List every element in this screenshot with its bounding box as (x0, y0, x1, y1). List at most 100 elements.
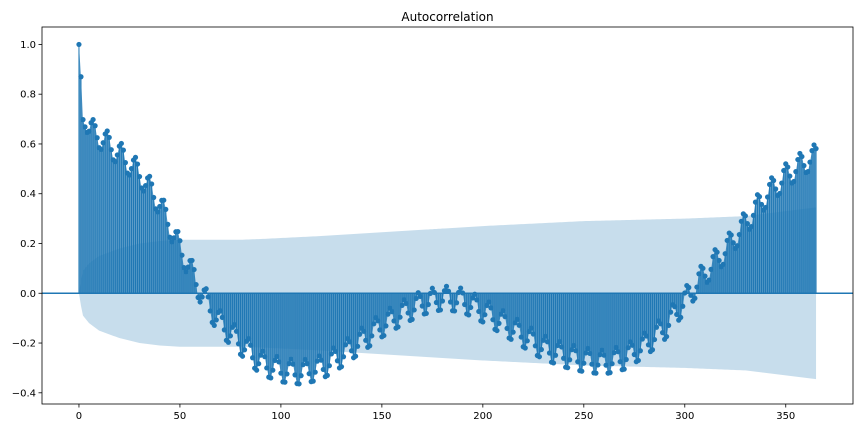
acf-point (571, 342, 577, 349)
acf-point (78, 74, 84, 80)
acf-point (544, 339, 551, 345)
acf-point (76, 41, 82, 48)
acf-point (779, 180, 785, 186)
acf-point (112, 159, 118, 165)
acf-point (554, 342, 561, 349)
chart-title: Autocorrelation (401, 10, 493, 24)
acf-point (191, 266, 197, 273)
acf-point (258, 352, 264, 358)
acf-point (597, 352, 603, 358)
acf-point (181, 265, 187, 271)
acf-point (615, 349, 621, 355)
acf-point (177, 238, 183, 244)
acf-point (447, 299, 454, 305)
acf-point (179, 252, 185, 258)
acf-point (312, 369, 318, 375)
acf-point (219, 314, 225, 320)
acf-point (332, 348, 339, 355)
acf-point (801, 163, 807, 169)
acf-point (213, 317, 219, 323)
acf-point (621, 366, 627, 372)
acf-point (744, 221, 750, 227)
acf-point (104, 128, 110, 134)
acf-point (296, 381, 302, 387)
acf-point (556, 338, 563, 345)
acf-point (730, 240, 736, 246)
acf-point (163, 206, 169, 212)
acf-point (98, 146, 104, 153)
acf-point (510, 329, 516, 335)
acf-point (593, 370, 599, 376)
acf-point (227, 333, 234, 339)
acf-point (342, 342, 349, 348)
acf-point (338, 364, 345, 370)
acf-point (736, 231, 742, 238)
acf-point (183, 269, 189, 275)
acf-point (488, 305, 494, 311)
plot-frame (41, 26, 854, 405)
acf-point (581, 360, 587, 366)
acf-point (185, 264, 191, 270)
acf-point (340, 354, 347, 360)
acf-point (738, 218, 744, 224)
acf-point (496, 320, 502, 326)
y-tick-label: 0.8 (20, 90, 36, 101)
acf-point (536, 354, 542, 360)
acf-point (92, 123, 98, 129)
acf-point (791, 178, 797, 185)
acf-point (607, 370, 613, 376)
x-tick-label: 50 (174, 411, 187, 422)
acf-point (288, 356, 294, 362)
acf-point (134, 161, 141, 167)
acf-point (391, 318, 397, 324)
acf-point (672, 304, 678, 310)
acf-point (583, 350, 589, 356)
acf-point (635, 357, 641, 364)
acf-point (674, 311, 680, 318)
acf-point (552, 352, 559, 358)
acf-point (678, 314, 684, 321)
acf-point (785, 164, 791, 170)
acf-area (78, 44, 817, 384)
acf-point (793, 169, 799, 175)
acf-point (383, 323, 389, 329)
acf-point (714, 249, 720, 255)
acf-point (807, 159, 813, 165)
acf-point (653, 324, 660, 330)
acf-point (86, 128, 92, 134)
acf-point (702, 273, 708, 279)
acf-point (445, 288, 452, 294)
acf-point (377, 327, 383, 333)
acf-point (589, 361, 595, 367)
acf-point (161, 197, 167, 203)
acf-point (530, 331, 536, 337)
acf-point (108, 147, 114, 153)
acf-point (764, 194, 771, 200)
acf-point (482, 312, 488, 318)
acf-point (686, 284, 692, 291)
acf-point (207, 308, 213, 314)
acf-point (140, 188, 147, 194)
acf-point (752, 199, 759, 205)
acf-point (193, 281, 199, 288)
acf-point (575, 359, 581, 365)
acf-point (385, 311, 391, 317)
acf-point (716, 257, 722, 264)
acf-point (742, 213, 748, 219)
acf-point (411, 307, 417, 313)
acf-point (286, 361, 292, 367)
acf-point (451, 308, 458, 314)
acf-point (542, 333, 549, 339)
acf-point (629, 342, 635, 348)
acf-area-layer (78, 44, 817, 384)
acf-point (558, 344, 565, 350)
acf-point (758, 201, 765, 208)
acf-point (409, 316, 415, 322)
acf-point (518, 334, 524, 340)
acf-point (128, 166, 135, 172)
acf-point (809, 148, 815, 154)
acf-point (169, 239, 175, 245)
acf-point (637, 348, 643, 354)
acf-point (425, 301, 431, 308)
acf-point (781, 167, 787, 174)
